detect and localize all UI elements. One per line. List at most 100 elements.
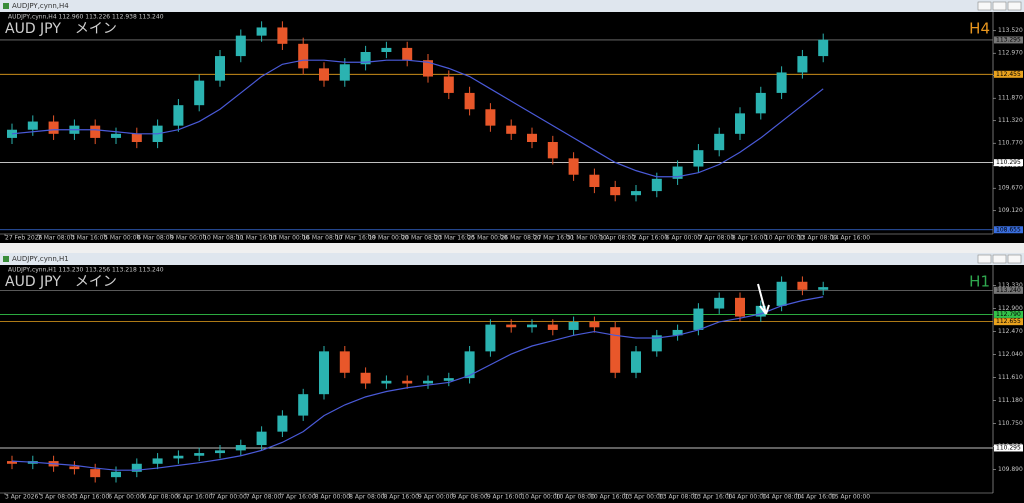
y-tick-label: 109.120: [998, 207, 1023, 214]
candle-body: [381, 47, 392, 52]
candle-body: [235, 445, 246, 451]
x-tick-label: 9 Apr 00:00: [418, 494, 453, 501]
candle-body: [714, 297, 725, 309]
candle-body: [443, 378, 454, 381]
x-tick-label: 6 Apr 08:00: [143, 494, 178, 501]
candle-body: [90, 125, 101, 138]
level-box: [994, 310, 1023, 318]
level-label: 108.655: [996, 226, 1021, 233]
window-button[interactable]: [977, 254, 992, 264]
candle-body: [797, 56, 808, 73]
y-tick-label: 111.870: [998, 95, 1023, 102]
y-tick-label: 110.750: [998, 420, 1023, 427]
candle-body: [735, 113, 745, 134]
candle-body: [402, 47, 413, 61]
x-tick-label: 7 Apr 00:00: [212, 494, 247, 501]
x-tick-label: 6 Apr 16:00: [177, 494, 212, 501]
window-button[interactable]: [992, 254, 1007, 264]
candle-body: [610, 187, 621, 196]
candle-body: [298, 394, 309, 416]
timeframe: H1: [969, 273, 990, 291]
candle-body: [319, 351, 329, 395]
candle-body: [527, 324, 537, 328]
candle-body: [506, 324, 517, 328]
candle-body: [194, 80, 205, 106]
x-tick-label: 14 Apr 16:00: [831, 235, 870, 242]
candle-body: [173, 455, 184, 459]
candle-body: [215, 56, 225, 81]
timeframe: H4: [969, 20, 990, 38]
candle-body: [339, 64, 350, 81]
candle-body: [818, 39, 829, 57]
x-tick-label: 6 Apr 00:00: [666, 235, 701, 242]
candle-body: [235, 35, 246, 57]
level-label: 110.295: [996, 444, 1021, 451]
y-tick-label: 113.520: [998, 27, 1023, 34]
x-tick-label: 23 Mar 16:00: [435, 235, 475, 242]
moving-average: [11, 59, 824, 178]
candle-body: [256, 431, 267, 446]
y-tick-label: 111.180: [998, 397, 1023, 404]
x-tick-label: 7 Apr 16:00: [280, 494, 315, 501]
candle-body: [568, 321, 579, 330]
y-tick-label: 109.670: [998, 185, 1023, 192]
x-tick-label: 3 Apr 2026: [5, 494, 38, 501]
candle-body: [443, 76, 454, 93]
x-tick-label: 10 Apr 00:00: [521, 494, 560, 501]
x-tick-label: 1 Apr 08:00: [600, 235, 635, 242]
x-tick-label: 10 Apr 00:00: [765, 235, 804, 242]
candle-body: [7, 129, 17, 138]
candle-body: [693, 308, 704, 330]
window-button[interactable]: [992, 1, 1007, 11]
candle-body: [131, 133, 142, 142]
candle-body: [485, 109, 496, 126]
candle-body: [651, 335, 662, 352]
x-tick-label: 5 Mar 00:00: [104, 235, 140, 242]
x-tick-label: 14 Apr 00:00: [728, 494, 767, 501]
x-tick-label: 15 Apr 00:00: [831, 494, 870, 501]
moving-average: [11, 296, 824, 471]
y-tick-label: 112.900: [998, 305, 1023, 312]
window-button[interactable]: [1007, 254, 1022, 264]
candle-body: [339, 351, 350, 373]
x-tick-label: 8 Apr 08:00: [349, 494, 384, 501]
x-tick-label: 3 Mar 16:00: [71, 235, 107, 242]
x-tick-label: 20 Mar 08:00: [401, 235, 441, 242]
level-label: 110.295: [996, 159, 1021, 166]
info-line: AUDJPY,cynn,H4 112.960 113.226 112.938 1…: [8, 14, 164, 21]
candle-body: [672, 166, 683, 179]
level-box: [994, 70, 1023, 78]
candle-body: [568, 158, 579, 175]
candle-body: [755, 305, 766, 317]
x-tick-label: 8 Apr 16:00: [732, 235, 767, 242]
x-tick-label: 8 Apr 00:00: [315, 494, 350, 501]
window-button[interactable]: [977, 1, 992, 11]
candle-body: [173, 105, 184, 126]
x-tick-label: 3 Apr 16:00: [74, 494, 109, 501]
level-label: 113.295: [996, 36, 1021, 43]
candle-body: [69, 466, 80, 470]
x-tick-label: 26 Mar 08:00: [501, 235, 541, 242]
y-tick-label: 111.320: [998, 117, 1023, 124]
x-tick-label: 31 Mar 00:00: [567, 235, 607, 242]
candle-body: [402, 380, 413, 384]
y-tick-label: 112.470: [998, 328, 1023, 335]
x-tick-label: 27 Mar 16:00: [534, 235, 574, 242]
candle-body: [27, 121, 38, 130]
x-tick-label: 9 Mar 00:00: [170, 235, 206, 242]
x-tick-label: 16 Mar 08:00: [302, 235, 342, 242]
candle-body: [7, 461, 17, 464]
level-box: [994, 36, 1023, 44]
candle-body: [547, 324, 558, 330]
chart-area: [0, 265, 1024, 503]
candle-body: [360, 52, 371, 65]
x-tick-label: 10 Mar 08:00: [203, 235, 243, 242]
level-box: [994, 286, 1023, 294]
candle-body: [48, 121, 59, 134]
candle-body: [755, 92, 766, 114]
candle-body: [797, 281, 808, 290]
window-button[interactable]: [1007, 1, 1022, 11]
candle-body: [610, 327, 621, 373]
